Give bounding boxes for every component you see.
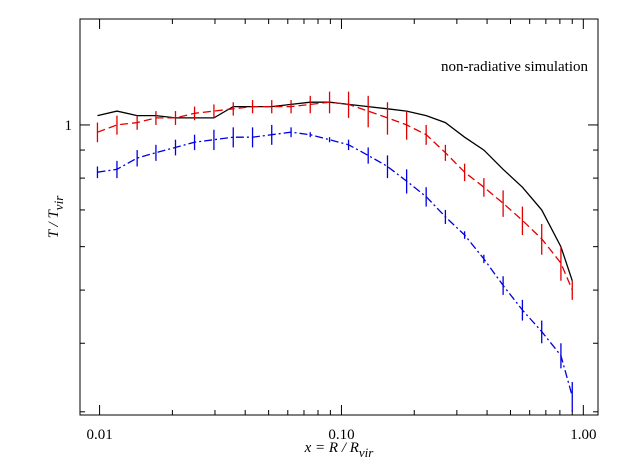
x-label-sub: vir [359,445,374,460]
y-axis-label: T / Tvir [46,195,66,238]
series-line [97,101,573,291]
plot-frame [79,18,599,416]
y-label-main: T / T [46,209,62,239]
x-label-main: x = R / R [304,440,359,456]
y-tick-label: 1 [65,118,73,134]
series-line [97,101,573,282]
series-line [97,131,573,397]
x-tick-label: 1.00 [570,427,596,443]
x-tick-label: 0.01 [86,427,112,443]
x-axis-label: x = R / Rvir [304,440,375,460]
y-label-sub: vir [51,195,66,210]
x-tick-label: 0.10 [328,427,354,443]
annotation: non-radiative simulation [441,59,589,75]
